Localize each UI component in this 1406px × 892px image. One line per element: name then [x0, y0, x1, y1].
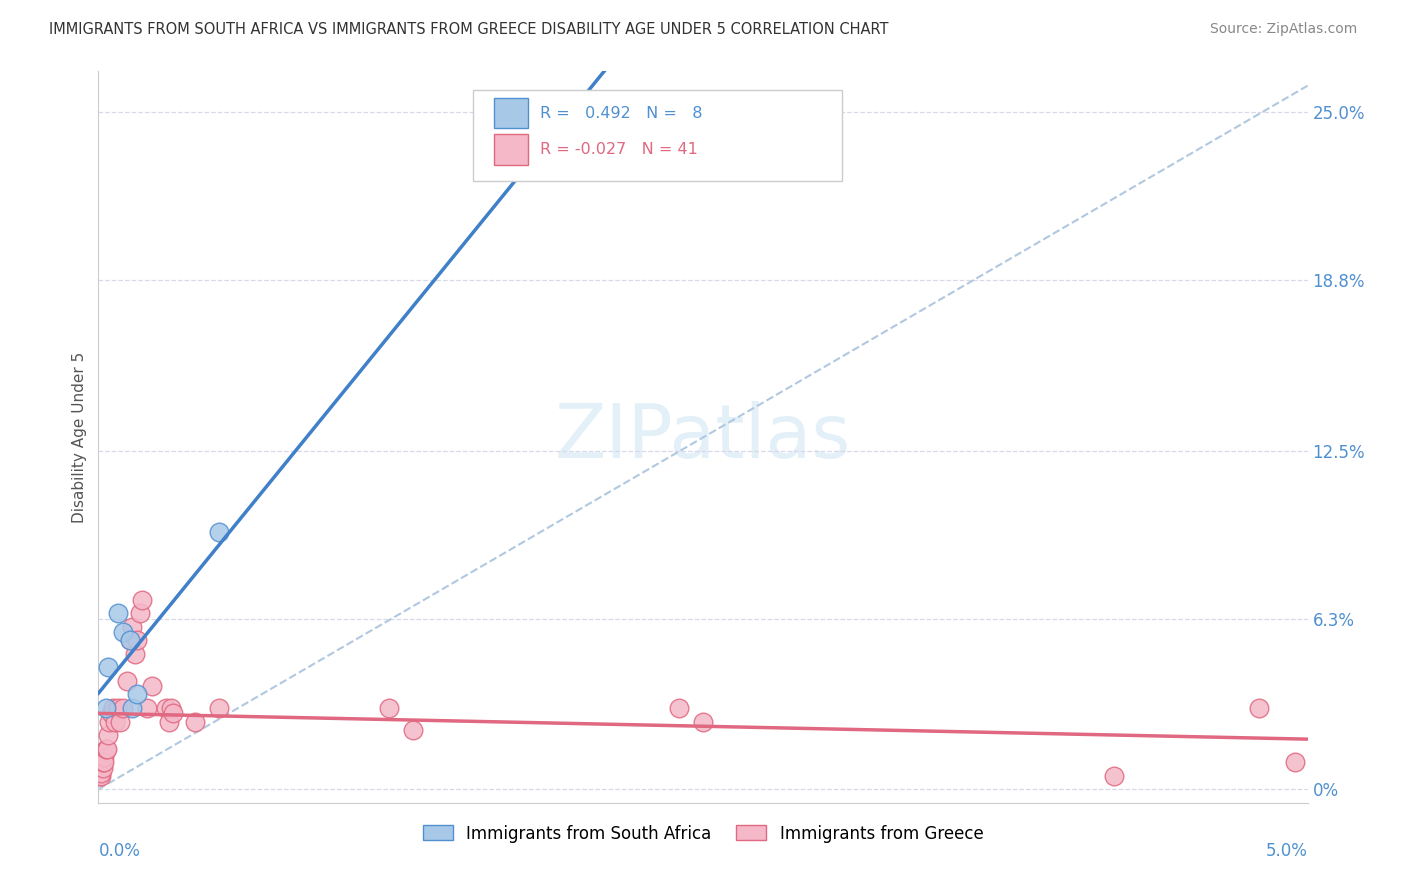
Point	[108, 714, 131, 729]
Point	[131, 592, 153, 607]
Point	[692, 714, 714, 729]
Point	[111, 701, 134, 715]
Text: IMMIGRANTS FROM SOUTH AFRICA VS IMMIGRANTS FROM GREECE DISABILITY AGE UNDER 5 CO: IMMIGRANTS FROM SOUTH AFRICA VS IMMIGRAN…	[49, 22, 889, 37]
Point	[98, 714, 121, 729]
Point	[135, 701, 157, 715]
Point	[155, 701, 177, 715]
Point	[91, 761, 114, 775]
Point	[91, 755, 114, 769]
Point	[111, 625, 134, 640]
Point	[127, 688, 149, 702]
Legend: Immigrants from South Africa, Immigrants from Greece: Immigrants from South Africa, Immigrants…	[416, 818, 990, 849]
Point	[97, 728, 120, 742]
Point	[94, 701, 117, 715]
Point	[89, 761, 111, 775]
Point	[377, 701, 399, 715]
Y-axis label: Disability Age Under 5: Disability Age Under 5	[72, 351, 87, 523]
Point	[101, 701, 124, 715]
Point	[121, 701, 143, 715]
Point	[128, 606, 150, 620]
Bar	[494, 98, 527, 128]
Point	[127, 633, 149, 648]
Text: 5.0%: 5.0%	[1265, 842, 1308, 860]
Text: Source: ZipAtlas.com: Source: ZipAtlas.com	[1209, 22, 1357, 37]
Point	[104, 714, 127, 729]
Point	[107, 701, 129, 715]
Point	[1249, 701, 1271, 715]
Point	[100, 706, 122, 721]
Point	[91, 755, 114, 769]
Point	[97, 660, 120, 674]
Point	[160, 701, 183, 715]
FancyBboxPatch shape	[474, 90, 842, 181]
Point	[90, 766, 112, 780]
Point	[402, 723, 425, 737]
Point	[124, 647, 146, 661]
Point	[141, 679, 163, 693]
Point	[1284, 755, 1306, 769]
Point	[94, 741, 117, 756]
Point	[208, 701, 231, 715]
Point	[184, 714, 207, 729]
Point	[162, 706, 184, 721]
Point	[208, 524, 231, 539]
Point	[668, 701, 690, 715]
Point	[157, 714, 180, 729]
Text: R =   0.492   N =   8: R = 0.492 N = 8	[540, 105, 702, 120]
Point	[93, 755, 115, 769]
Point	[93, 749, 115, 764]
Point	[118, 633, 141, 648]
Text: R = -0.027   N = 41: R = -0.027 N = 41	[540, 142, 697, 157]
Point	[90, 769, 112, 783]
Text: ZIPatlas: ZIPatlas	[555, 401, 851, 474]
Point	[117, 673, 139, 688]
Text: 0.0%: 0.0%	[98, 842, 141, 860]
Bar	[494, 135, 527, 165]
Point	[1102, 769, 1125, 783]
Point	[118, 633, 141, 648]
Point	[121, 620, 143, 634]
Point	[107, 606, 129, 620]
Point	[96, 741, 118, 756]
Point	[89, 769, 111, 783]
